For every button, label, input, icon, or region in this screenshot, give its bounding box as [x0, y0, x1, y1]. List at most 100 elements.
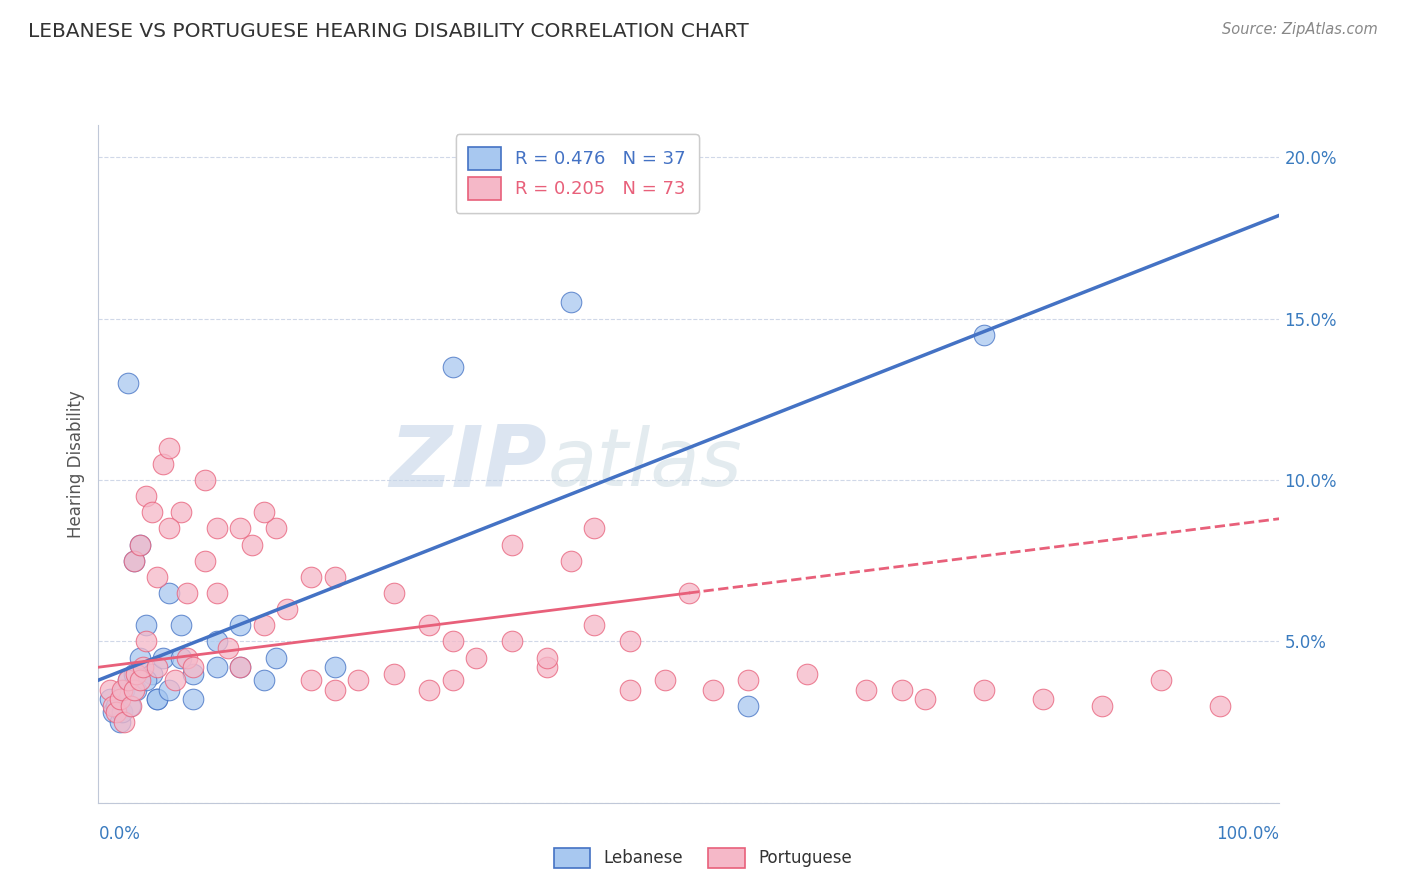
Point [105, 706, 128, 720]
Point [135, 673, 157, 687]
Point [108, 715, 131, 730]
Point [323, 660, 346, 674]
Point [678, 586, 700, 600]
Point [157, 586, 180, 600]
Point [101, 698, 124, 713]
Point [117, 673, 139, 687]
Point [141, 505, 163, 519]
Point [890, 682, 912, 697]
Point [176, 650, 198, 665]
Point [654, 673, 676, 687]
Point [441, 634, 464, 648]
Point [205, 634, 228, 648]
Point [122, 682, 145, 697]
Point [418, 618, 440, 632]
Point [347, 673, 370, 687]
Text: LEBANESE VS PORTUGUESE HEARING DISABILITY CORRELATION CHART: LEBANESE VS PORTUGUESE HEARING DISABILIT… [28, 22, 749, 41]
Point [128, 673, 150, 687]
Point [323, 570, 346, 584]
Point [702, 682, 724, 697]
Text: 0.0%: 0.0% [98, 825, 141, 843]
Point [105, 698, 128, 713]
Point [253, 618, 276, 632]
Point [120, 698, 142, 713]
Point [152, 457, 174, 471]
Point [122, 666, 145, 681]
Point [108, 692, 131, 706]
Point [141, 666, 163, 681]
Point [157, 682, 180, 697]
Point [205, 586, 228, 600]
Point [128, 537, 150, 551]
Text: atlas: atlas [547, 425, 742, 503]
Point [264, 650, 287, 665]
Point [112, 682, 135, 697]
Point [560, 295, 582, 310]
Point [737, 673, 759, 687]
Point [299, 570, 322, 584]
Point [382, 586, 405, 600]
Point [146, 570, 169, 584]
Point [973, 682, 995, 697]
Point [117, 376, 139, 391]
Point [1209, 698, 1232, 713]
Legend: R = 0.476   N = 37, R = 0.205   N = 73: R = 0.476 N = 37, R = 0.205 N = 73 [456, 134, 699, 213]
Point [205, 521, 228, 535]
Point [194, 473, 217, 487]
Point [111, 682, 134, 697]
Point [217, 640, 239, 655]
Point [146, 660, 169, 674]
Point [253, 673, 276, 687]
Point [170, 650, 193, 665]
Point [796, 666, 818, 681]
Point [170, 618, 193, 632]
Point [276, 602, 298, 616]
Point [176, 586, 198, 600]
Point [619, 634, 641, 648]
Point [132, 660, 155, 674]
Point [121, 698, 143, 713]
Point [973, 327, 995, 342]
Point [1032, 692, 1054, 706]
Point [1091, 698, 1114, 713]
Point [536, 650, 558, 665]
Point [465, 650, 488, 665]
Point [441, 359, 464, 374]
Point [855, 682, 877, 697]
Point [128, 537, 150, 551]
Point [165, 673, 187, 687]
Point [98, 692, 121, 706]
Point [112, 715, 135, 730]
Point [501, 537, 523, 551]
Point [583, 618, 606, 632]
Point [125, 682, 148, 697]
Point [501, 634, 523, 648]
Point [152, 650, 174, 665]
Point [122, 554, 145, 568]
Point [418, 682, 440, 697]
Point [560, 554, 582, 568]
Point [583, 521, 606, 535]
Text: Source: ZipAtlas.com: Source: ZipAtlas.com [1222, 22, 1378, 37]
Text: ZIP: ZIP [389, 422, 547, 506]
Point [101, 706, 124, 720]
Point [111, 706, 134, 720]
Point [264, 521, 287, 535]
Point [181, 692, 204, 706]
Point [157, 441, 180, 455]
Legend: Lebanese, Portuguese: Lebanese, Portuguese [547, 841, 859, 875]
Point [146, 692, 169, 706]
Point [128, 650, 150, 665]
Point [146, 692, 169, 706]
Point [299, 673, 322, 687]
Point [229, 660, 252, 674]
Point [205, 660, 228, 674]
Point [536, 660, 558, 674]
Point [135, 634, 157, 648]
Point [914, 692, 936, 706]
Point [382, 666, 405, 681]
Point [157, 521, 180, 535]
Point [240, 537, 263, 551]
Text: 100.0%: 100.0% [1216, 825, 1279, 843]
Point [323, 682, 346, 697]
